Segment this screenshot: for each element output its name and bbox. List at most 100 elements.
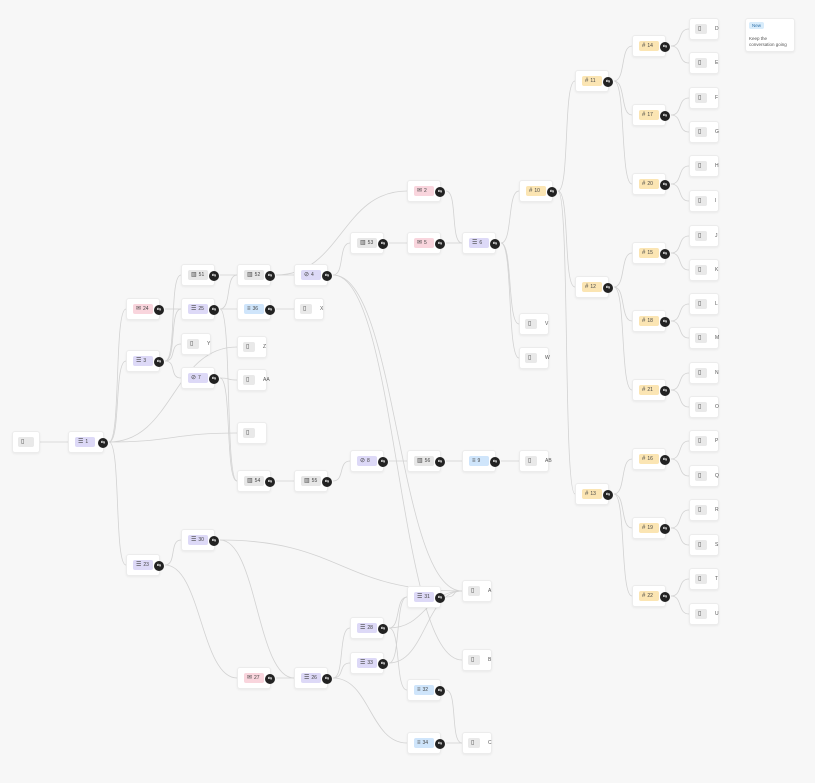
leaf-node-blank[interactable]: ▯ (12, 431, 40, 453)
branch-icon[interactable]: ⇆ (660, 317, 670, 327)
flow-node-7[interactable]: ⊘ 7 ⇆ (181, 367, 219, 389)
flow-node-4[interactable]: ⊘ 4 ⇆ (294, 264, 332, 286)
branch-icon[interactable]: ⇆ (660, 592, 670, 602)
leaf-node-S[interactable]: ▯ S (689, 534, 719, 556)
flow-node-36[interactable]: ≡ 36 ⇆ (237, 298, 275, 320)
branch-icon[interactable]: ⇆ (490, 239, 500, 249)
flow-node-1[interactable]: ☰ 1 ⇆ (68, 431, 108, 453)
flow-node-25[interactable]: ☰ 25 ⇆ (181, 298, 219, 320)
flow-node-27[interactable]: ✉ 27 ⇆ (237, 667, 275, 689)
branch-icon[interactable]: ⇆ (154, 561, 164, 571)
branch-icon[interactable]: ⇆ (378, 457, 388, 467)
flow-node-54[interactable]: ▥ 54 ⇆ (237, 470, 275, 492)
leaf-node-D[interactable]: ▯ D (689, 18, 719, 40)
branch-icon[interactable]: ⇆ (322, 271, 332, 281)
flow-node-30[interactable]: ☰ 30 ⇆ (181, 529, 219, 551)
leaf-node-X[interactable]: ▯ X (294, 298, 324, 320)
branch-icon[interactable]: ⇆ (660, 249, 670, 259)
leaf-node-E[interactable]: ▯ E (689, 52, 719, 74)
branch-icon[interactable]: ⇆ (660, 111, 670, 121)
flow-node-51[interactable]: ▥ 51 ⇆ (181, 264, 219, 286)
leaf-node-J[interactable]: ▯ J (689, 225, 719, 247)
branch-icon[interactable]: ⇆ (435, 187, 445, 197)
flow-node-12[interactable]: #12 ⇆ (575, 276, 613, 298)
flow-node-52[interactable]: ▥ 52 ⇆ (237, 264, 275, 286)
leaf-node-C[interactable]: ▯ C (462, 732, 492, 754)
flow-node-13[interactable]: #13 ⇆ (575, 483, 613, 505)
branch-icon[interactable]: ⇆ (435, 593, 445, 603)
branch-icon[interactable]: ⇆ (265, 477, 275, 487)
flow-node-9[interactable]: ≡ 9 ⇆ (462, 450, 500, 472)
branch-icon[interactable]: ⇆ (603, 283, 613, 293)
branch-icon[interactable]: ⇆ (660, 180, 670, 190)
branch-icon[interactable]: ⇆ (603, 490, 613, 500)
branch-icon[interactable]: ⇆ (660, 455, 670, 465)
flow-node-32[interactable]: ≡ 32 ⇆ (407, 679, 445, 701)
branch-icon[interactable]: ⇆ (603, 77, 613, 87)
leaf-node-T[interactable]: ▯ T (689, 568, 719, 590)
leaf-node-Y[interactable]: ▯ Y (181, 333, 211, 355)
branch-icon[interactable]: ⇆ (98, 438, 108, 448)
branch-icon[interactable]: ⇆ (435, 239, 445, 249)
flow-node-28[interactable]: ☰ 28 ⇆ (350, 617, 388, 639)
branch-icon[interactable]: ⇆ (209, 374, 219, 384)
branch-icon[interactable]: ⇆ (660, 386, 670, 396)
branch-icon[interactable]: ⇆ (265, 674, 275, 684)
flow-node-11[interactable]: #11 ⇆ (575, 70, 613, 92)
leaf-node-Q[interactable]: ▯ Q (689, 465, 719, 487)
flow-node-31[interactable]: ☰ 31 ⇆ (407, 586, 445, 608)
flow-node-17[interactable]: #17 ⇆ (632, 104, 670, 126)
flow-node-6[interactable]: ☰ 6 ⇆ (462, 232, 500, 254)
flow-node-18[interactable]: #18 ⇆ (632, 310, 670, 332)
branch-icon[interactable]: ⇆ (660, 524, 670, 534)
flow-node-33[interactable]: ☰ 33 ⇆ (350, 652, 388, 674)
flow-node-5[interactable]: ✉ 5 ⇆ (407, 232, 445, 254)
flow-node-14[interactable]: #14 ⇆ (632, 35, 670, 57)
new-feature-card[interactable]: New Keep the conversation going (745, 18, 795, 52)
flow-node-21[interactable]: #21 ⇆ (632, 379, 670, 401)
flow-node-16[interactable]: #16 ⇆ (632, 448, 670, 470)
flow-node-10[interactable]: #10 ⇆ (519, 180, 557, 202)
branch-icon[interactable]: ⇆ (209, 536, 219, 546)
flow-node-26[interactable]: ☰ 26 ⇆ (294, 667, 332, 689)
branch-icon[interactable]: ⇆ (378, 624, 388, 634)
branch-icon[interactable]: ⇆ (265, 305, 275, 315)
leaf-node-AB[interactable]: ▯ AB (519, 450, 552, 472)
leaf-node-P[interactable]: ▯ P (689, 430, 719, 452)
branch-icon[interactable]: ⇆ (490, 457, 500, 467)
branch-icon[interactable]: ⇆ (378, 659, 388, 669)
branch-icon[interactable]: ⇆ (209, 305, 219, 315)
leaf-node-G[interactable]: ▯ G (689, 121, 719, 143)
leaf-node-W[interactable]: ▯ W (519, 347, 550, 369)
branch-icon[interactable]: ⇆ (435, 739, 445, 749)
leaf-node-M[interactable]: ▯ M (689, 327, 719, 349)
leaf-node-blank[interactable]: ▯ (237, 422, 267, 444)
branch-icon[interactable]: ⇆ (322, 477, 332, 487)
flow-node-24[interactable]: ✉ 24 ⇆ (126, 298, 164, 320)
leaf-node-R[interactable]: ▯ R (689, 499, 719, 521)
leaf-node-B[interactable]: ▯ B (462, 649, 492, 671)
branch-icon[interactable]: ⇆ (435, 686, 445, 696)
leaf-node-U[interactable]: ▯ U (689, 603, 719, 625)
leaf-node-L[interactable]: ▯ L (689, 293, 719, 315)
leaf-node-V[interactable]: ▯ V (519, 313, 549, 335)
flow-node-3[interactable]: ☰ 3 ⇆ (126, 350, 164, 372)
branch-icon[interactable]: ⇆ (547, 187, 557, 197)
leaf-node-I[interactable]: ▯ I (689, 190, 719, 212)
branch-icon[interactable]: ⇆ (209, 271, 219, 281)
flow-node-22[interactable]: #22 ⇆ (632, 585, 670, 607)
flow-node-56[interactable]: ▥ 56 ⇆ (407, 450, 445, 472)
leaf-node-O[interactable]: ▯ O (689, 396, 719, 418)
flow-node-55[interactable]: ▥ 55 ⇆ (294, 470, 332, 492)
branch-icon[interactable]: ⇆ (435, 457, 445, 467)
flow-node-8[interactable]: ⊘ 8 ⇆ (350, 450, 388, 472)
leaf-node-H[interactable]: ▯ H (689, 155, 719, 177)
branch-icon[interactable]: ⇆ (154, 357, 164, 367)
leaf-node-N[interactable]: ▯ N (689, 362, 719, 384)
leaf-node-K[interactable]: ▯ K (689, 259, 719, 281)
branch-icon[interactable]: ⇆ (378, 239, 388, 249)
flow-node-19[interactable]: #19 ⇆ (632, 517, 670, 539)
leaf-node-F[interactable]: ▯ F (689, 87, 719, 109)
flow-node-53[interactable]: ▥ 53 ⇆ (350, 232, 388, 254)
